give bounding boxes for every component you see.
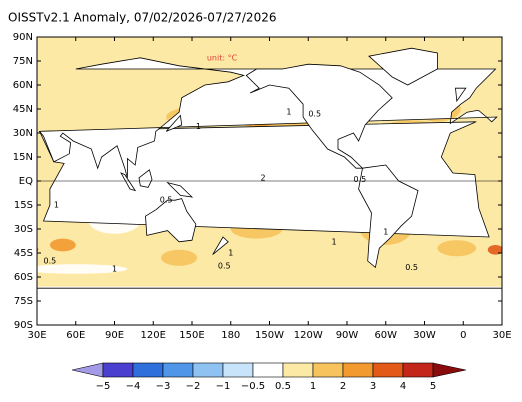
lat-label: 15N — [13, 152, 33, 163]
colorbar-label: −4 — [126, 381, 141, 392]
contour-label: 1 — [196, 122, 201, 131]
lon-label: 180 — [221, 330, 240, 341]
colorbar-box — [162, 362, 194, 378]
lon-label: 90E — [105, 330, 124, 341]
contour-label: 0.5 — [160, 196, 173, 205]
unit-label: unit: °C — [207, 54, 238, 63]
contour-label: 1 — [112, 265, 117, 274]
contour-label: 0.5 — [308, 109, 321, 118]
lat-label: 75S — [14, 296, 33, 307]
anomaly-patch — [161, 249, 198, 266]
colorbar-box — [252, 362, 284, 378]
colorbar-label: −1 — [216, 381, 231, 392]
colorbar-label: −3 — [156, 381, 171, 392]
land — [138, 169, 153, 188]
anomaly-patch — [0, 240, 11, 256]
lat-label: 60S — [14, 272, 33, 283]
lat-label: 30S — [14, 224, 33, 235]
land — [455, 87, 467, 103]
lon-label: 30E — [27, 330, 46, 341]
contour-label: 1 — [286, 108, 291, 117]
colorbar-label: 4 — [400, 381, 406, 392]
anomaly-patch — [437, 240, 477, 257]
colorbar-box — [222, 362, 254, 378]
colorbar-label: −2 — [186, 381, 201, 392]
land — [245, 63, 393, 169]
title: OISSTv2.1 Anomaly, 07/02/2026-07/27/2026 — [8, 11, 276, 25]
contour-label: 1 — [228, 249, 233, 258]
colorbar-arrow — [71, 362, 104, 378]
colorbar-box — [132, 362, 164, 378]
colorbar-box — [312, 362, 344, 378]
lat-label: 30N — [13, 128, 33, 139]
land — [0, 88, 1, 101]
land — [120, 172, 137, 192]
land — [358, 164, 419, 269]
lat-label: EQ — [19, 176, 33, 187]
lat-label: 45N — [13, 104, 33, 115]
contour-label: 0.5 — [405, 263, 418, 272]
colorbar-box — [102, 362, 134, 378]
lon-label: 150W — [255, 330, 284, 341]
land — [145, 198, 197, 243]
land — [505, 58, 522, 178]
lon-label: 30E — [492, 330, 511, 341]
lat-label: 75N — [13, 56, 33, 67]
lon-label: 30W — [413, 330, 436, 341]
colorbar-label: −0.5 — [241, 381, 265, 392]
contour-label: 1 — [332, 237, 337, 246]
colorbar-label: 5 — [430, 381, 436, 392]
lon-label: 60E — [66, 330, 85, 341]
anomaly-patch — [487, 245, 502, 255]
contour-label: 0.5 — [218, 261, 231, 270]
colorbar-label: 0.5 — [275, 381, 291, 392]
land — [212, 236, 229, 255]
colorbar-label: 1 — [310, 381, 316, 392]
colorbar-box — [342, 362, 374, 378]
contour-label: 0.5 — [354, 175, 367, 184]
colorbar-label: 2 — [340, 381, 346, 392]
land — [165, 114, 183, 132]
colorbar-arrow — [432, 362, 467, 378]
antarctic-ice — [37, 286, 502, 325]
lat-label: 45S — [14, 248, 33, 259]
colorbar-box — [372, 362, 404, 378]
land — [505, 122, 522, 237]
lon-label: 120E — [141, 330, 166, 341]
contour-label: 2 — [260, 173, 265, 182]
colorbar-label: −5 — [96, 381, 111, 392]
anomaly-patch — [49, 238, 76, 252]
lat-label: 90N — [13, 32, 33, 43]
anomaly-patch — [37, 264, 128, 274]
lon-label: 90W — [336, 330, 359, 341]
lon-label: 120W — [294, 330, 323, 341]
lon-label: 150E — [179, 330, 204, 341]
lon-label: 60W — [374, 330, 397, 341]
colorbar-label: 3 — [370, 381, 376, 392]
contour-label: 1 — [54, 201, 59, 210]
lat-label: 90S — [14, 320, 33, 331]
lon-label: 0 — [460, 330, 466, 341]
colorbar-box — [402, 362, 434, 378]
contour-label: 1 — [383, 228, 388, 237]
lat-label: 15S — [14, 200, 33, 211]
land — [368, 47, 438, 86]
land — [166, 181, 194, 198]
lat-label: 60N — [13, 80, 33, 91]
map: 1 0.5 1 2 0.5 1 0.5 1 0.5 1 0.5 1 1 0.5 — [0, 37, 522, 325]
colorbar-box — [282, 362, 314, 378]
colorbar-box — [192, 362, 224, 378]
contour-label: 0.5 — [44, 257, 57, 266]
